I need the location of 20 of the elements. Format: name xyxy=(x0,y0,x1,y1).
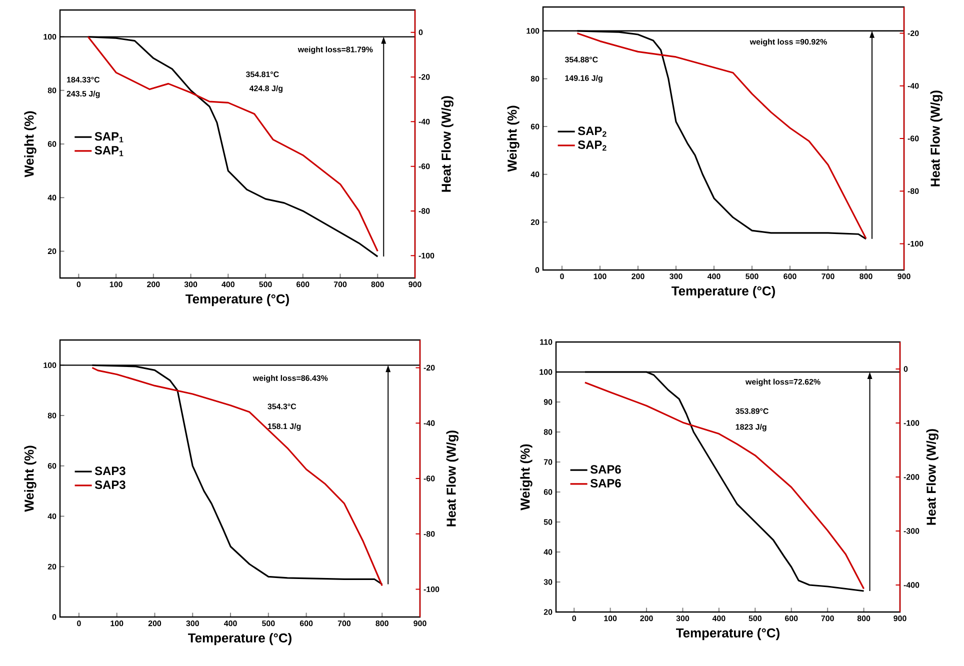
y-axis-title: Weight (%) xyxy=(24,446,36,512)
x-axis-title: Temperature (°C) xyxy=(186,294,289,306)
y2-axis-title: Heat Flow (W/g) xyxy=(441,96,454,192)
x-axis-title: Temperature (°C) xyxy=(672,286,775,298)
legend-label: SAP$_{1}$ xyxy=(94,132,124,142)
y-axis-title: Weight (%) xyxy=(520,444,532,510)
legend-label: SAP3 xyxy=(94,466,126,476)
legend-label: SAP3 xyxy=(94,480,126,489)
x-axis-title: Temperature (°C) xyxy=(188,633,292,646)
legend-label: SAP6 xyxy=(590,478,621,488)
y2-axis-title: Heat Flow (W/g) xyxy=(926,429,938,525)
legend-label: SAP6 xyxy=(590,465,621,474)
legend-label: SAP$_{1}$ xyxy=(94,146,124,156)
y-axis-title: Weight (%) xyxy=(507,106,520,172)
x-axis-title: Temperature (°C) xyxy=(676,628,780,640)
legend-label: SAP$_{2}$ xyxy=(578,126,606,137)
legend-label: SAP$_{2}$ xyxy=(578,140,606,151)
y2-axis-title: Heat Flow (W/g) xyxy=(930,90,942,186)
y-axis-title: Weight (%) xyxy=(24,111,36,178)
y2-axis-title: Heat Flow (W/g) xyxy=(446,430,458,526)
